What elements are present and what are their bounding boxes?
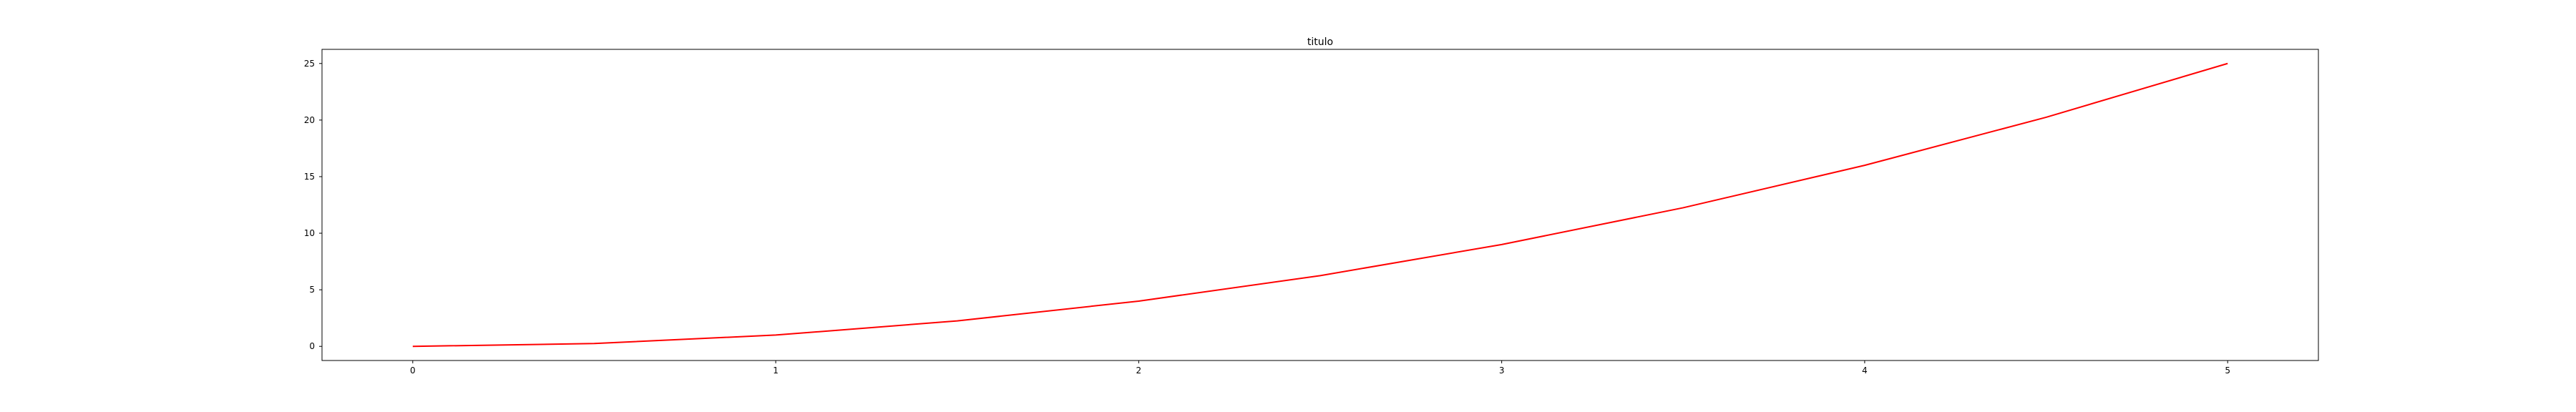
x-tick-label: 3	[1499, 366, 1505, 376]
y-tick-label: 20	[304, 115, 315, 125]
y-tick-label: 15	[304, 172, 315, 182]
plot-frame	[321, 49, 2319, 361]
x-tick-label: 1	[773, 366, 779, 376]
x-axis: 0 1 2 3 4 5	[410, 360, 2230, 376]
y-tick-label: 0	[309, 341, 315, 351]
x-tick-label: 4	[1862, 366, 1868, 376]
chart-title: titulo	[1307, 36, 1333, 48]
series-layer	[412, 62, 2228, 348]
series-line	[412, 62, 2228, 348]
x-tick-label: 5	[2225, 366, 2230, 376]
y-tick-label: 25	[304, 59, 315, 69]
x-tick-label: 0	[410, 366, 416, 376]
y-tick-label: 5	[309, 285, 315, 295]
y-axis: 0 5 10 15 20 25	[304, 59, 322, 351]
x-tick-label: 2	[1136, 366, 1142, 376]
y-tick-label: 10	[304, 228, 315, 238]
